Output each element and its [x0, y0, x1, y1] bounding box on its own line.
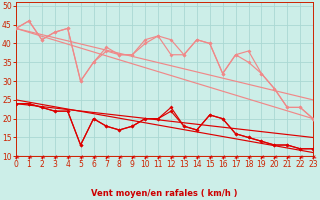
- X-axis label: Vent moyen/en rafales ( km/h ): Vent moyen/en rafales ( km/h ): [91, 189, 238, 198]
